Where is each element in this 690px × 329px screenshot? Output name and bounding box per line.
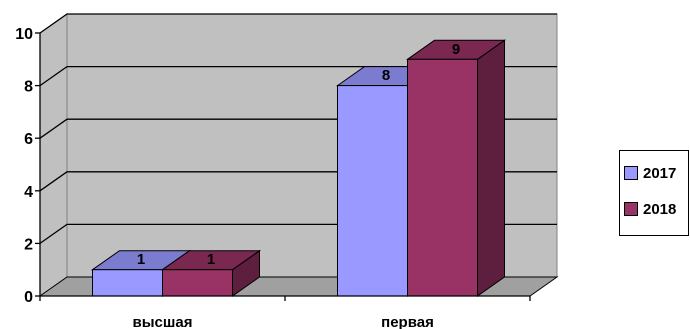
x-tick-label-высшая: высшая [133, 314, 193, 329]
legend: 2017 2018 [619, 150, 689, 236]
legend-label-2018: 2018 [643, 200, 677, 218]
x-tick-label-первая: первая [381, 314, 434, 329]
legend-item-2018: 2018 [624, 199, 676, 219]
legend-item-2017: 2017 [624, 163, 676, 183]
y-tick-label-2: 2 [24, 236, 33, 253]
legend-swatch-2018 [624, 202, 638, 216]
bar-высшая-2018 [160, 249, 262, 297]
legend-swatch-2017 [624, 166, 638, 180]
bar-высшая-2018-front [162, 269, 233, 297]
data-label-высшая-2017: 1 [137, 251, 145, 268]
bar-высшая-2017-front [92, 269, 163, 297]
bar-первая-2018 [405, 39, 507, 297]
gridline-10 [39, 13, 557, 34]
y-tick-label-10: 10 [15, 26, 33, 43]
data-label-первая-2017: 8 [382, 67, 390, 84]
bars [90, 39, 507, 297]
axes [35, 32, 531, 301]
data-label-первая-2018: 9 [452, 41, 460, 58]
bar-первая-2018-side [477, 39, 505, 297]
bar-первая-2017-front [337, 85, 408, 297]
side-wall [39, 13, 68, 297]
legend-label-2017: 2017 [643, 164, 677, 182]
labels: 1 1 высшая 8 9 первая 0 2 4 6 8 10 [15, 26, 460, 329]
y-tick-label-6: 6 [24, 131, 33, 148]
y-tick-label-8: 8 [24, 79, 33, 96]
data-label-высшая-2018: 1 [207, 251, 215, 268]
bar-первая-2018-front [407, 58, 478, 297]
y-tick-label-0: 0 [24, 289, 33, 306]
y-tick-label-4: 4 [24, 184, 33, 201]
